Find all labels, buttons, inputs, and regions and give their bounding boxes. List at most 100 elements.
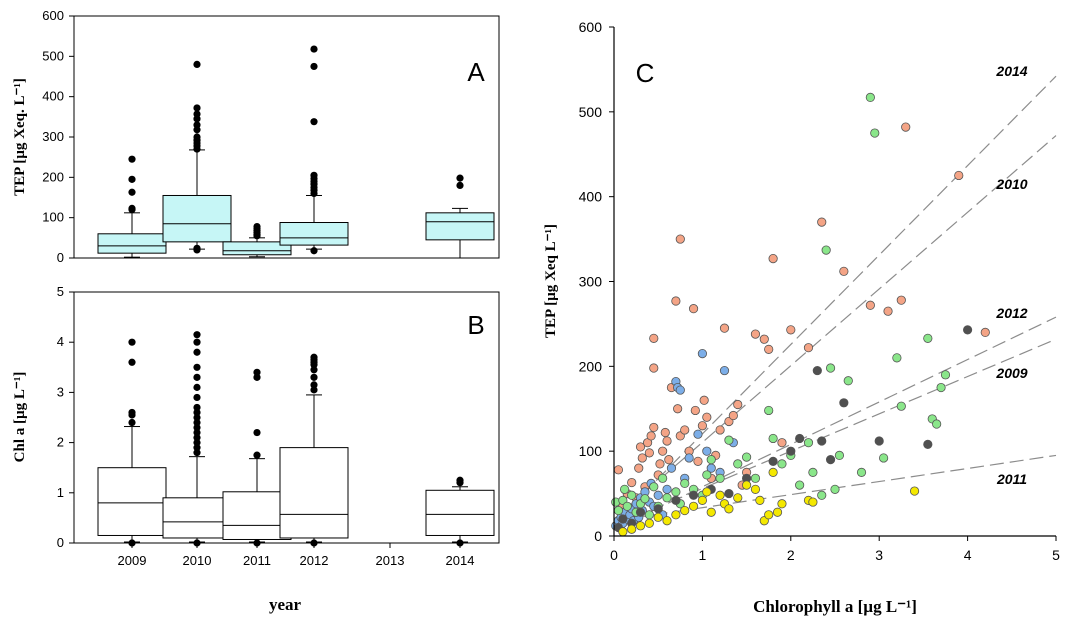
box-2014 [425, 476, 495, 547]
x-tick-label: 3 [875, 547, 883, 563]
x-tick-label: 5 [1052, 547, 1060, 563]
data-point [892, 353, 902, 363]
data-point [671, 487, 681, 497]
outlier-point [128, 204, 136, 212]
data-point [673, 404, 683, 414]
fit-line-2009: 2009 [613, 338, 1057, 527]
data-point [688, 490, 699, 500]
data-point [764, 510, 774, 520]
data-point [839, 266, 849, 276]
data-point [649, 333, 659, 343]
data-point [693, 456, 703, 466]
panel-c-points [611, 92, 990, 537]
x-tick-label: 4 [964, 547, 972, 563]
x-tick-label: 2 [787, 547, 795, 563]
y-tick-label: 5 [57, 284, 64, 299]
data-point [768, 456, 778, 466]
outlier-point [193, 423, 201, 432]
data-point [764, 405, 774, 416]
data-point [962, 325, 973, 335]
data-point [635, 507, 646, 517]
y-tick-label: 200 [42, 169, 64, 184]
box-iqr [222, 241, 292, 256]
data-point [618, 527, 628, 537]
data-point [724, 504, 734, 514]
data-point [768, 253, 778, 264]
outlier-point [193, 363, 201, 371]
data-point [865, 300, 875, 310]
outlier-point [128, 408, 136, 417]
data-point [666, 463, 677, 473]
data-point [825, 363, 836, 373]
y-tick-label: 0 [57, 535, 64, 550]
outlier-point [253, 428, 261, 437]
box-2009 [97, 338, 167, 547]
data-point [750, 473, 761, 483]
y-tick-label: 2 [57, 435, 64, 450]
panel-b-frame [73, 291, 500, 544]
data-point [662, 516, 672, 526]
outlier-point [310, 539, 318, 547]
panel-b-letter: B [467, 310, 484, 340]
box-2010 [162, 331, 232, 547]
data-point [750, 484, 761, 494]
data-point [627, 490, 637, 500]
data-point [715, 425, 725, 435]
data-point [777, 438, 787, 448]
outlier-point [128, 358, 136, 366]
data-point [675, 385, 685, 395]
data-point [699, 395, 709, 405]
y-tick-label: 500 [579, 104, 603, 120]
y-tick-label: 3 [57, 384, 64, 399]
outlier-point [128, 418, 136, 427]
outlier-point [193, 104, 201, 112]
y-tick-label: 400 [579, 189, 603, 205]
outlier-point [193, 121, 201, 129]
y-tick-label: 0 [57, 250, 64, 265]
data-point [759, 334, 769, 344]
data-point [724, 488, 734, 499]
panel-c-y-axis-title: TEP [µg Xeq L⁻¹] [543, 224, 559, 338]
outlier-point [128, 155, 136, 163]
x-tick-label: 2010 [183, 553, 212, 568]
data-point [728, 410, 738, 421]
data-point [644, 518, 654, 528]
outlier-point [193, 348, 201, 356]
data-point [830, 484, 840, 494]
series-points [613, 122, 990, 511]
panel-b-x-axis-title: year [269, 595, 302, 614]
data-point [936, 382, 946, 393]
data-point [923, 333, 933, 343]
data-point [653, 512, 663, 522]
data-point [808, 497, 818, 507]
y-tick-label: 200 [579, 358, 603, 374]
data-point [662, 436, 672, 446]
panel-a-y-ticks: 0 100 200 300 400 500 600 [42, 8, 74, 265]
panel-b-box-plot: 0 1 2 3 4 5 2009 2010 2011 2012 2013 2014 Chl a [µ… [12, 284, 500, 614]
x-tick-label: 2009 [118, 553, 147, 568]
panel-b-x-ticks: 2009 2010 2011 2012 2013 2014 [118, 543, 474, 568]
data-point [733, 399, 743, 410]
box-2011 [222, 222, 292, 258]
outlier-point [193, 373, 201, 381]
data-point [640, 494, 650, 504]
data-point [702, 446, 712, 456]
fit-line-label: 2011 [996, 471, 1027, 487]
outlier-point [193, 539, 201, 547]
data-point [817, 436, 827, 446]
data-point [755, 495, 765, 505]
panel-a-boxes [97, 45, 495, 259]
outlier-point [193, 133, 201, 141]
x-tick-label: 0 [610, 547, 618, 563]
data-point [795, 433, 805, 444]
data-point [874, 436, 884, 446]
data-point [940, 370, 951, 380]
outlier-point [193, 413, 201, 422]
data-point [675, 234, 685, 244]
outlier-point [193, 418, 201, 427]
fit-line-label: 2014 [995, 63, 1027, 79]
data-point [777, 459, 787, 469]
x-tick-label: 2011 [243, 553, 271, 568]
data-point [808, 467, 818, 477]
panel-c-axes: 0 100 200 300 400 500 600 0 1 2 3 4 5 [579, 19, 1060, 563]
